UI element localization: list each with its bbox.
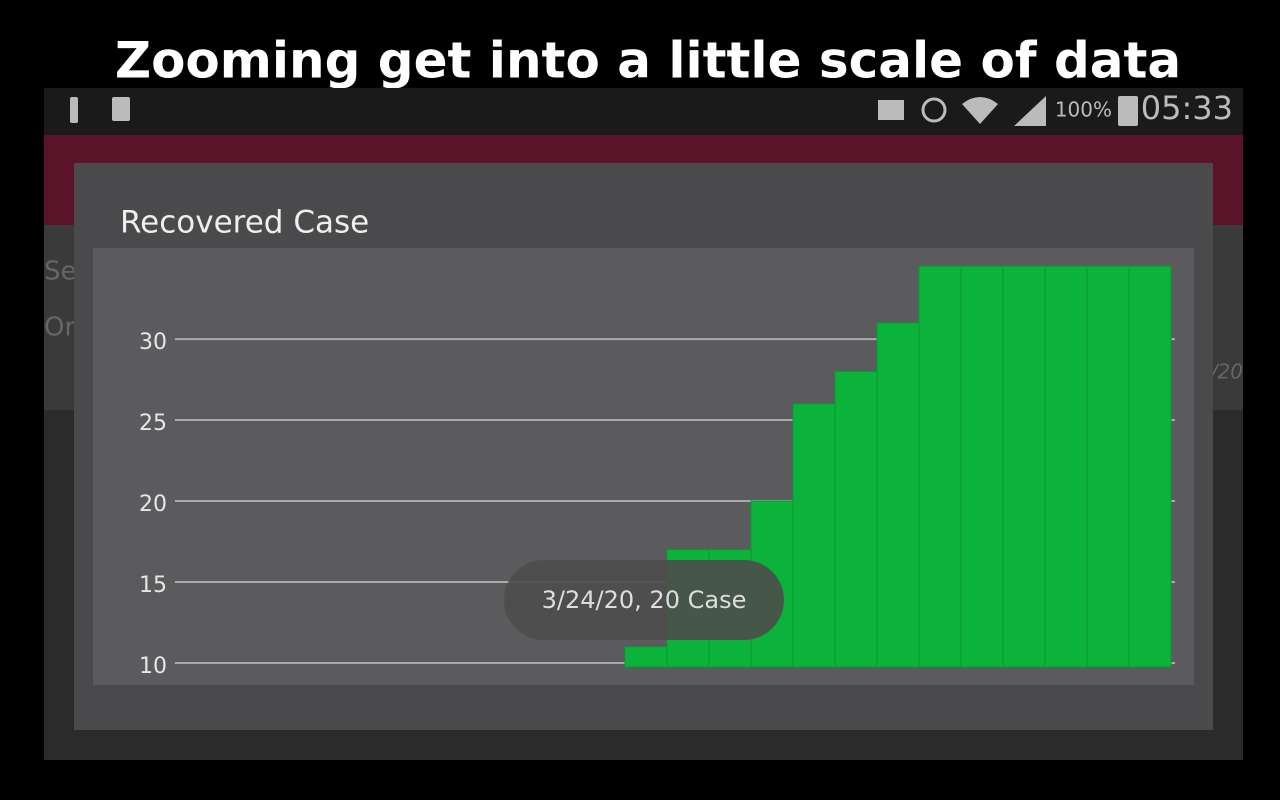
status-icons — [70, 96, 1138, 126]
tooltip-text: 3/24/20, 20 Case — [542, 586, 747, 614]
y-tick-label: 15 — [139, 573, 167, 598]
caption: Zooming get into a little scale of data — [115, 32, 1181, 90]
bar — [834, 370, 878, 668]
tooltip-bubble — [504, 560, 784, 640]
bar — [1044, 265, 1088, 668]
tooltip[interactable]: 3/24/20, 20 Case — [504, 560, 784, 640]
sd-icon — [112, 97, 130, 121]
battery-icon — [1118, 96, 1138, 126]
y-tick-label: 30 — [139, 330, 167, 355]
clock: 05:33 — [1141, 89, 1233, 127]
y-tick-label: 20 — [139, 492, 167, 517]
bar — [1002, 265, 1046, 668]
bar — [960, 265, 1004, 668]
battery-level: 100% — [1055, 98, 1112, 122]
background-text: /20 — [1209, 360, 1243, 384]
bar — [1086, 265, 1130, 668]
dialog-title: Recovered Case — [120, 205, 369, 241]
y-tick-label: 10 — [139, 654, 167, 679]
mute-icon — [878, 100, 904, 120]
bar — [624, 646, 668, 668]
bar — [876, 322, 920, 668]
bar — [792, 403, 836, 668]
bar — [1128, 265, 1172, 668]
wifi-icon — [962, 97, 998, 124]
y-tick-label: 25 — [139, 411, 167, 436]
signal-icon — [1014, 96, 1046, 126]
usb-icon — [70, 97, 78, 123]
bar — [918, 265, 962, 668]
background-text: Se — [44, 257, 77, 287]
chart: 10 15 20 25 30 — [139, 265, 1175, 679]
alarm-icon — [921, 97, 947, 123]
